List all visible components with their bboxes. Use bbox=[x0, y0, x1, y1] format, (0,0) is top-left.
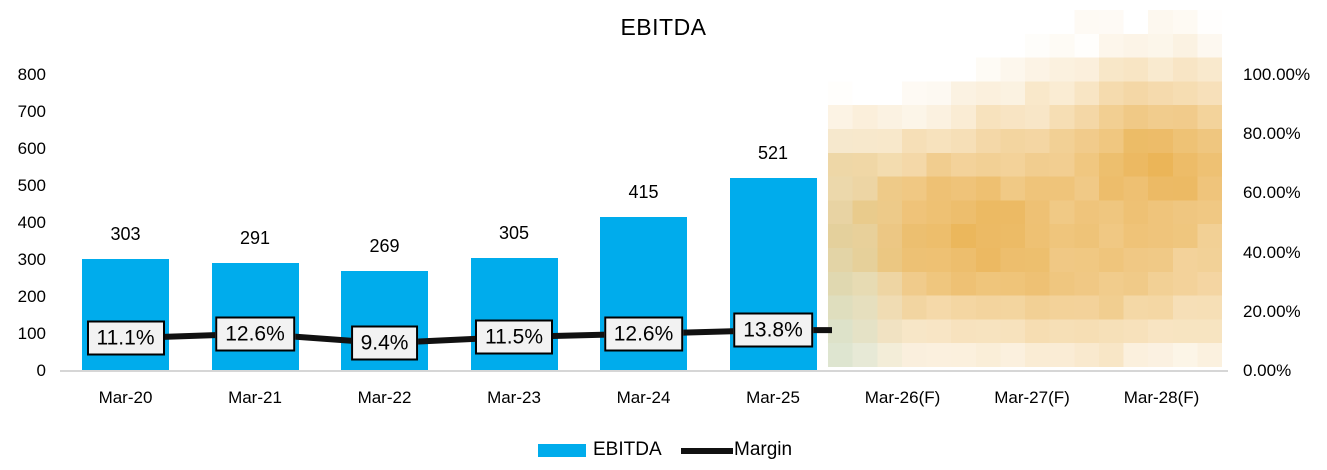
legend-margin-swatch bbox=[681, 448, 733, 454]
y-axis-tick-label: 600 bbox=[17, 139, 46, 158]
y-axis-tick-label: 400 bbox=[17, 213, 46, 232]
x-axis-tick-label: Mar-22 bbox=[357, 388, 412, 407]
y-axis-tick-label: 100 bbox=[17, 324, 46, 343]
bar-value-label: 291 bbox=[239, 228, 271, 249]
chart-title: EBITDA bbox=[620, 14, 707, 40]
bar-value-label: 269 bbox=[369, 236, 400, 257]
right-axis-tick-label: 0.00% bbox=[1243, 361, 1292, 380]
margin-point-label: 11.1% bbox=[86, 320, 165, 356]
margin-point-label: 12.6% bbox=[215, 316, 295, 352]
right-axis-tick-label: 80.00% bbox=[1243, 124, 1301, 144]
x-axis-line bbox=[60, 370, 1228, 372]
forecast-redaction-mosaic bbox=[828, 10, 1222, 367]
x-axis-tick-label: Mar-23 bbox=[487, 388, 541, 407]
margin-point-label: 11.5% bbox=[475, 319, 553, 355]
bar-value-label: 521 bbox=[757, 143, 789, 164]
legend-margin-label: Margin bbox=[734, 439, 793, 460]
bar-value-label: 415 bbox=[628, 182, 659, 203]
y-axis-tick-label: 700 bbox=[17, 102, 46, 121]
margin-point-label: 13.8% bbox=[733, 312, 813, 348]
right-axis-tick-label: 40.00% bbox=[1243, 242, 1301, 262]
margin-point-label: 12.6% bbox=[603, 316, 684, 352]
y-axis-tick-label: 500 bbox=[17, 176, 46, 195]
y-axis-tick-label: 200 bbox=[17, 287, 46, 306]
x-axis-tick-label: Mar-25 bbox=[746, 388, 800, 407]
x-axis-tick-label: Mar-28(F) bbox=[1123, 388, 1200, 407]
right-axis-tick-label: 60.00% bbox=[1243, 183, 1301, 203]
y-axis-tick-label: 300 bbox=[17, 250, 46, 269]
legend: EBITDA Margin bbox=[0, 438, 1327, 468]
x-axis-tick-label: Mar-26(F) bbox=[864, 388, 941, 407]
y-axis-tick-label: 800 bbox=[17, 65, 46, 84]
bar-value-label: 305 bbox=[498, 223, 530, 244]
x-axis-tick-label: Mar-20 bbox=[98, 388, 153, 407]
x-axis-tick-label: Mar-21 bbox=[228, 388, 282, 407]
margin-point-label: 9.4% bbox=[350, 325, 419, 361]
bar-value-label: 303 bbox=[110, 223, 141, 244]
right-axis-tick-label: 20.00% bbox=[1243, 301, 1301, 321]
right-axis-tick-label: 100.00% bbox=[1243, 65, 1311, 84]
x-axis-tick-label: Mar-27(F) bbox=[994, 388, 1070, 407]
legend-ebitda-label: EBITDA bbox=[593, 439, 662, 460]
x-axis-tick-label: Mar-24 bbox=[616, 388, 671, 407]
y-axis-tick-label: 0 bbox=[36, 361, 46, 380]
legend-ebitda-swatch bbox=[538, 444, 586, 457]
